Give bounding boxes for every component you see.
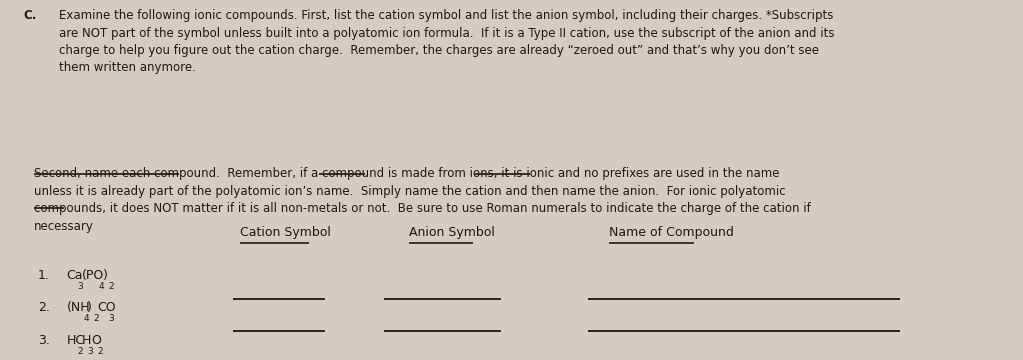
Text: 4: 4 bbox=[98, 282, 104, 291]
Text: 3: 3 bbox=[78, 282, 84, 291]
Text: Cation Symbol: Cation Symbol bbox=[240, 226, 331, 239]
Text: CO: CO bbox=[97, 301, 116, 314]
Text: ): ) bbox=[102, 269, 107, 282]
Text: 4: 4 bbox=[84, 315, 89, 324]
Text: H: H bbox=[82, 334, 91, 347]
Text: C.: C. bbox=[24, 9, 37, 22]
Text: 2: 2 bbox=[97, 347, 102, 356]
Text: HC: HC bbox=[66, 334, 85, 347]
Text: (PO: (PO bbox=[82, 269, 104, 282]
Text: 2: 2 bbox=[108, 282, 114, 291]
Text: 2: 2 bbox=[93, 315, 98, 324]
Text: ): ) bbox=[87, 301, 92, 314]
Text: 3: 3 bbox=[108, 315, 115, 324]
Text: Anion Symbol: Anion Symbol bbox=[409, 226, 495, 239]
Text: 3.: 3. bbox=[38, 334, 50, 347]
Text: Examine the following ionic compounds. First, list the cation symbol and list th: Examine the following ionic compounds. F… bbox=[59, 9, 835, 75]
Text: 2.: 2. bbox=[38, 301, 50, 314]
Text: O: O bbox=[91, 334, 101, 347]
Text: Second, name each compound.  Remember, if a compound is made from ions, it is io: Second, name each compound. Remember, if… bbox=[34, 167, 810, 233]
Text: Ca: Ca bbox=[66, 269, 83, 282]
Text: 3: 3 bbox=[87, 347, 93, 356]
Text: Name of Compound: Name of Compound bbox=[609, 226, 733, 239]
Text: 2: 2 bbox=[78, 347, 84, 356]
Text: (NH: (NH bbox=[66, 301, 90, 314]
Text: 1.: 1. bbox=[38, 269, 50, 282]
